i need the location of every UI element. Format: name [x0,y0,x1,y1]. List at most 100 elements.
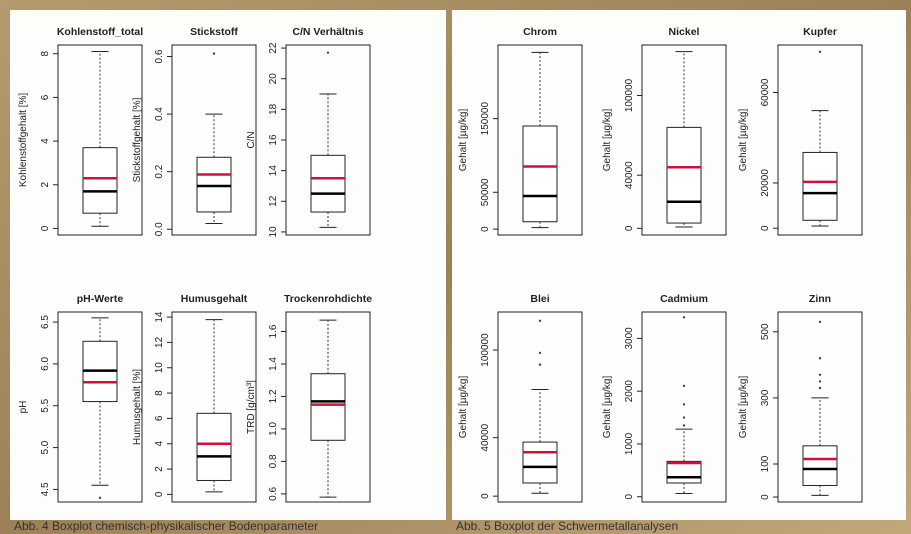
plot-frame [171,311,257,503]
box [522,441,558,484]
y-tick-label: 0 [154,491,165,497]
y-tick-label: 20000 [760,169,771,197]
outlier [818,320,822,324]
y-tick-label: 4.5 [40,482,51,496]
y-tick-label: 1000 [624,432,635,455]
plot-frame [641,311,727,503]
outlier [682,424,686,427]
outlier [326,51,330,54]
box [802,445,838,486]
y-tick-label: 14 [154,311,165,323]
outlier [682,403,686,406]
plot-title: C/N Verhältnis [292,26,363,38]
y-tick-label: 100000 [480,333,491,367]
y-tick-label: 60000 [760,78,771,106]
outlier [818,357,822,360]
outlier [682,316,686,319]
y-tick-label: 6 [154,415,165,421]
plot-frame [777,44,863,236]
y-tick-label: 50000 [480,178,491,206]
plot-title: Blei [530,293,549,305]
outlier [682,416,686,419]
y-tick-label: 6.0 [40,357,51,371]
y-axis-label: TRD [g/cm³] [246,380,257,434]
plot-frame [171,44,257,236]
y-tick-label: 22 [268,42,279,54]
plot-frame [497,44,583,236]
outlier [212,52,216,55]
panel [452,10,906,520]
y-axis-label: Gehalt [µg/kg] [458,376,469,439]
outlier [538,363,542,366]
y-tick-label: 0 [760,225,771,231]
y-tick-label: 0.6 [268,486,279,500]
y-tick-label: 40000 [480,423,491,451]
y-tick-label: 1.2 [268,389,279,403]
y-tick-label: 2 [40,182,51,188]
plot-title: Humusgehalt [181,293,248,305]
y-tick-label: 0.2 [154,164,165,178]
box [666,460,702,484]
plot-frame [777,311,863,503]
y-tick-label: 0 [40,225,51,231]
y-tick-label: 100000 [624,78,635,112]
y-tick-label: 8 [40,51,51,57]
box [802,151,838,221]
y-tick-label: 16 [268,134,279,146]
y-tick-label: 0.6 [154,49,165,63]
y-axis-label: Gehalt [µg/kg] [602,376,613,439]
y-tick-label: 8 [154,390,165,396]
plot-title: Kohlenstoff_total [57,26,143,38]
y-tick-label: 0.8 [268,454,279,468]
y-tick-label: 100 [760,455,771,472]
y-tick-label: 0.0 [154,222,165,236]
plot-title: Cadmium [660,293,708,305]
plot-title: Kupfer [803,26,837,38]
y-tick-label: 2 [154,466,165,472]
y-tick-label: 0 [624,494,635,500]
plot-frame [285,311,371,503]
outlier [818,380,822,383]
y-tick-label: 5.5 [40,398,51,412]
box [82,147,118,214]
y-tick-label: 20 [268,73,279,85]
outlier [538,319,542,322]
y-axis-label: pH [18,401,29,414]
y-axis-label: C/N [246,131,257,148]
y-tick-label: 150000 [480,102,491,136]
plot-title: Chrom [523,26,557,38]
y-tick-label: 40000 [624,161,635,189]
plot-title: Trockenrohdichte [284,293,372,305]
y-tick-label: 500 [760,323,771,340]
y-tick-label: 18 [268,103,279,115]
y-axis-label: Kohlenstoffgehalt [%] [18,93,29,188]
y-tick-label: 10 [268,226,279,238]
y-axis-label: Gehalt [µg/kg] [602,109,613,172]
box [310,373,346,441]
y-axis-label: Stickstoffgehalt [%] [132,97,143,182]
outlier [98,496,102,500]
y-axis-label: Gehalt [µg/kg] [738,109,749,172]
y-tick-label: 1.0 [268,422,279,436]
y-tick-label: 14 [268,165,279,177]
y-tick-label: 4 [40,138,51,144]
y-tick-label: 0 [480,226,491,232]
y-axis-label: Gehalt [µg/kg] [458,109,469,172]
outlier [682,384,686,388]
plot-frame [57,311,143,503]
outlier [818,373,822,376]
y-tick-label: 1.4 [268,357,279,371]
y-tick-label: 1.6 [268,324,279,338]
outlier [538,351,542,355]
y-tick-label: 6.5 [40,315,51,329]
box [666,126,702,224]
y-tick-label: 10 [154,362,165,374]
plot-title: pH-Werte [77,293,124,305]
y-tick-label: 300 [760,389,771,406]
y-axis-label: Humusgehalt [%] [132,369,143,445]
caption: Abb. 5 Boxplot der Schwermetallanalysen [456,519,678,533]
plot-frame [57,44,143,236]
outlier [818,386,822,390]
y-tick-label: 0 [480,493,491,499]
plot-title: Stickstoff [190,26,238,38]
